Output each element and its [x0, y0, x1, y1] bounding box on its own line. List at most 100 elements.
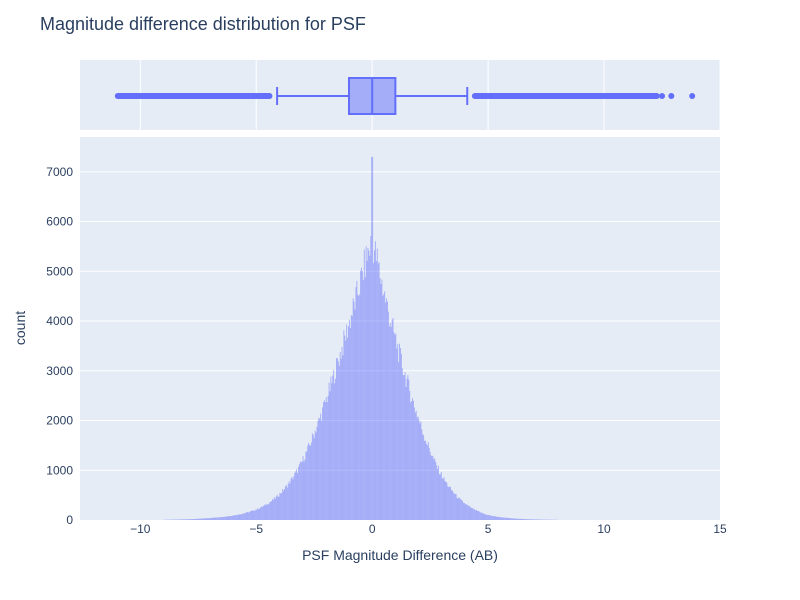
histogram-bar — [247, 512, 249, 520]
histogram-bar — [520, 518, 522, 520]
histogram-bar — [426, 445, 428, 520]
histogram-bar — [259, 507, 261, 520]
histogram-bar — [481, 512, 483, 520]
histogram-bar — [246, 512, 247, 520]
histogram-bar — [527, 519, 528, 520]
histogram-bar — [431, 456, 433, 520]
histogram-bar — [480, 512, 482, 520]
histogram-bar — [276, 494, 278, 520]
histogram-bar — [251, 510, 253, 520]
histogram-bar — [356, 280, 358, 520]
histogram-bar — [232, 515, 234, 520]
histogram-bar — [470, 507, 472, 520]
histogram-bar — [430, 455, 432, 520]
histogram-bar — [434, 458, 436, 520]
histogram-bar — [425, 443, 427, 520]
histogram-bar — [515, 518, 517, 520]
histogram-bar — [501, 517, 503, 520]
histogram-bar — [467, 505, 469, 520]
histogram-bar — [320, 413, 322, 520]
histogram-bar — [189, 519, 191, 520]
histogram-bar — [482, 513, 484, 520]
histogram-bars — [163, 156, 558, 521]
histogram-bar — [412, 398, 413, 520]
histogram-bar — [240, 514, 242, 520]
histogram-bar — [512, 518, 514, 520]
histogram-bar — [230, 516, 232, 520]
histogram-bar — [249, 511, 251, 520]
histogram-bar — [280, 493, 282, 520]
histogram-bar — [242, 513, 244, 520]
histogram-bar — [344, 335, 346, 520]
histogram-bar — [479, 512, 481, 520]
histogram-bar — [450, 486, 452, 520]
histogram-bar — [223, 516, 225, 520]
histogram-bar — [525, 519, 527, 520]
histogram-bar — [219, 517, 221, 520]
histogram-bar — [435, 461, 437, 520]
histogram-bar — [489, 515, 491, 520]
histogram-bar — [245, 512, 247, 520]
histogram-bar — [464, 503, 465, 520]
outlier-band-0 — [114, 93, 273, 99]
histogram-bar — [298, 464, 300, 520]
histogram-bar — [419, 423, 421, 520]
histogram-bar — [334, 383, 336, 520]
histogram-bar — [330, 376, 332, 520]
histogram-bar — [502, 517, 503, 520]
histogram-bar — [391, 319, 393, 520]
histogram-bar — [385, 302, 387, 520]
histogram-bar — [195, 518, 196, 520]
histogram-bar — [405, 387, 407, 520]
histogram-bar — [447, 486, 449, 520]
histogram-bar — [303, 461, 305, 520]
outlier-point — [668, 93, 675, 99]
histogram-bar — [475, 510, 477, 520]
histogram-bar — [221, 517, 223, 520]
histogram-bar — [440, 472, 442, 520]
histogram-bar — [528, 519, 529, 520]
histogram-bar — [526, 519, 528, 520]
histogram-bar — [200, 518, 202, 520]
histogram-bar — [438, 474, 440, 520]
histogram-bar — [292, 479, 294, 520]
histogram-bar — [323, 400, 325, 520]
histogram-bar — [299, 461, 301, 520]
histogram-bar — [425, 440, 426, 520]
histogram-bar — [401, 368, 403, 520]
outlier-point — [689, 93, 696, 99]
histogram-bar — [345, 340, 347, 520]
histogram-bar — [407, 375, 409, 520]
histogram-bar — [273, 497, 275, 520]
histogram-bar — [413, 407, 415, 520]
histogram-bar — [511, 518, 513, 520]
histogram-bar — [449, 486, 451, 520]
histogram-bar — [374, 250, 375, 520]
histogram-bar — [468, 505, 470, 520]
histogram-bar — [390, 326, 392, 520]
histogram-bar — [489, 515, 490, 520]
histogram-bar — [429, 451, 431, 520]
histogram-bar — [386, 298, 388, 520]
histogram-bar — [478, 511, 480, 520]
histogram-bar — [445, 481, 447, 520]
histogram-bar — [427, 442, 429, 520]
histogram-bar — [369, 255, 371, 521]
histogram-bar — [462, 501, 464, 520]
histogram-bar — [452, 492, 454, 520]
histogram-bar — [362, 280, 364, 520]
histogram-bar — [226, 516, 228, 520]
histogram-bar — [319, 418, 321, 520]
box-plot[interactable] — [114, 77, 696, 115]
histogram-bar — [350, 315, 352, 520]
histogram-bar — [347, 337, 349, 520]
histogram-bar — [289, 483, 291, 520]
histogram-bar — [411, 401, 413, 520]
histogram-bar — [523, 519, 525, 520]
histogram-bar — [329, 391, 331, 520]
histogram-bar — [461, 499, 463, 520]
histogram-bar — [506, 517, 508, 520]
histogram-bar — [206, 518, 208, 520]
histogram-bar — [216, 517, 218, 520]
histogram-bar — [233, 515, 235, 520]
